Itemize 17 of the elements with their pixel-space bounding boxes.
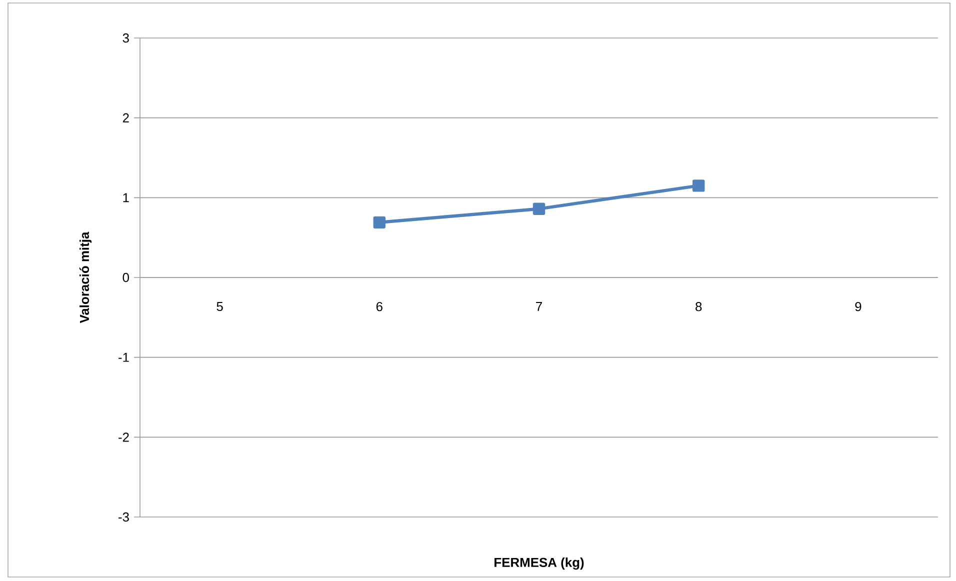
y-tick-label: -2 [118,432,129,442]
x-tick-label: 6 [376,302,382,312]
point [692,180,705,192]
x-tick-label: 7 [536,302,542,311]
y-tick-label: 2 [122,113,129,122]
point [373,216,386,229]
y-axis-title: Valoració mitja [79,232,92,324]
y-tick-label: -3 [118,512,129,522]
x-tick-label: 9 [855,302,862,312]
y-tick-label: -1 [118,352,129,362]
y-tick-label: 1 [123,193,129,202]
y-tick-label: 0 [122,272,129,282]
y-tick-label: 3 [122,33,129,43]
point [532,202,546,215]
x-axis-title: FERMESA (kg) [494,558,584,570]
x-tick-label: 5 [216,302,223,312]
x-tick-label: 8 [696,302,702,312]
